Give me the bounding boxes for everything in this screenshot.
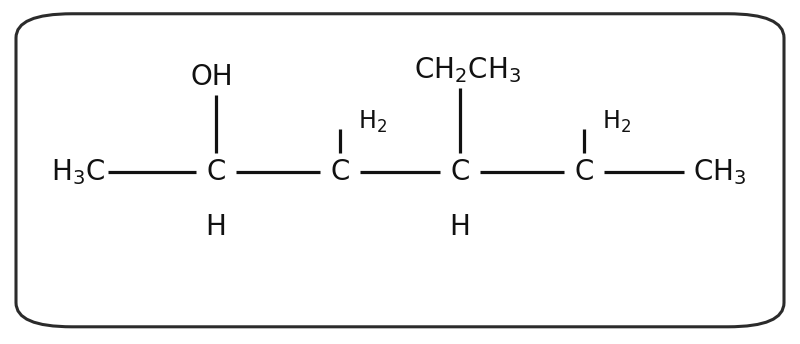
Text: C: C [330, 158, 350, 186]
FancyBboxPatch shape [16, 14, 784, 327]
Text: H: H [206, 213, 226, 241]
Text: CH$_3$: CH$_3$ [694, 157, 746, 187]
Text: H: H [450, 213, 470, 241]
Text: OH: OH [190, 63, 234, 92]
Text: H$_3$C: H$_3$C [51, 157, 106, 187]
Text: H$_2$: H$_2$ [602, 109, 630, 135]
Text: C: C [450, 158, 470, 186]
Text: CH$_2$CH$_3$: CH$_2$CH$_3$ [414, 56, 522, 85]
Text: H$_2$: H$_2$ [358, 109, 386, 135]
Text: C: C [206, 158, 226, 186]
Text: C: C [574, 158, 594, 186]
